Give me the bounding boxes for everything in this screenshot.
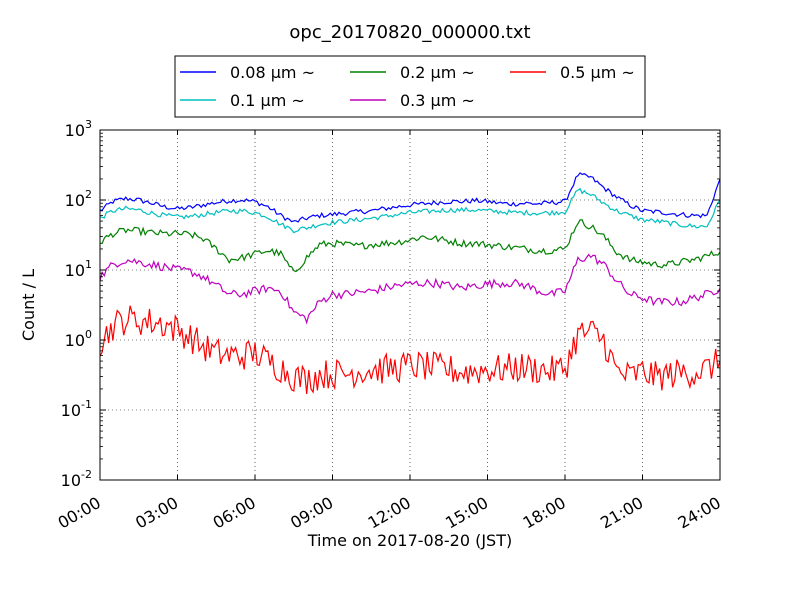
x-tick-label: 15:00 — [442, 493, 491, 533]
x-tick-label: 24:00 — [675, 493, 724, 533]
series-line — [100, 255, 720, 323]
legend-label: 0.2 μm ~ — [400, 63, 475, 82]
chart-title: opc_20170820_000000.txt — [289, 22, 530, 43]
y-tick-label: 10-2 — [61, 468, 92, 490]
legend-label: 0.5 μm ~ — [560, 63, 635, 82]
y-axis-label: Count / L — [19, 269, 38, 341]
x-tick-label: 09:00 — [287, 493, 336, 533]
legend-label: 0.08 μm ~ — [230, 63, 315, 82]
series-group — [100, 173, 720, 394]
y-tick-label: 100 — [65, 328, 92, 350]
x-tick-label: 12:00 — [365, 493, 414, 533]
x-tick-label: 00:00 — [55, 493, 104, 533]
y-tick-label: 101 — [65, 258, 92, 280]
legend: 0.08 μm ~ 0.1 μm ~ 0.2 μm ~ 0.3 μm ~ 0.5 μm … — [175, 56, 645, 117]
grid — [100, 130, 720, 480]
x-tick-label: 18:00 — [520, 493, 569, 533]
y-tick-label: 10-1 — [61, 398, 92, 420]
x-tick-label: 03:00 — [132, 493, 181, 533]
y-tick-label: 103 — [65, 118, 92, 140]
x-axis-label: Time on 2017-08-20 (JST) — [307, 531, 512, 550]
legend-label: 0.3 μm ~ — [400, 91, 475, 110]
y-tick-label: 102 — [65, 188, 92, 210]
series-line — [100, 220, 720, 272]
legend-label: 0.1 μm ~ — [230, 91, 305, 110]
x-tick-label: 06:00 — [210, 493, 259, 533]
x-tick-label: 21:00 — [597, 493, 646, 533]
